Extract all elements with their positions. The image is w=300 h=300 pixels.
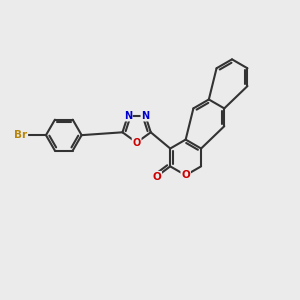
Text: O: O: [181, 170, 190, 180]
Text: N: N: [141, 111, 149, 121]
Text: O: O: [133, 138, 141, 148]
Text: O: O: [152, 172, 161, 182]
Text: Br: Br: [14, 130, 27, 140]
Text: N: N: [124, 111, 132, 121]
